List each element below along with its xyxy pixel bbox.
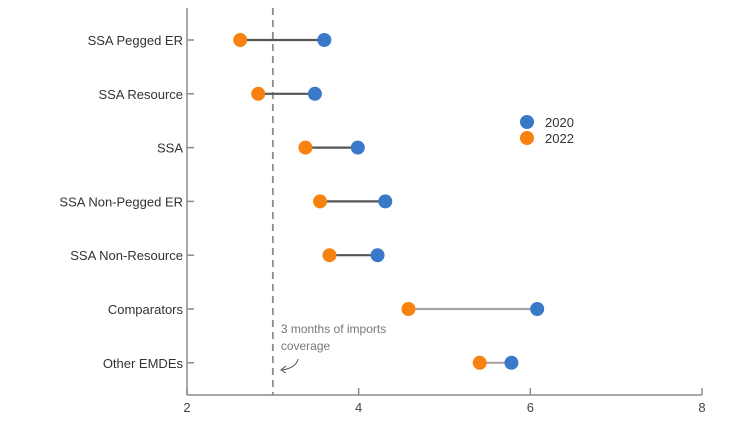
point-2022	[251, 86, 266, 101]
x-tick-label: 2	[183, 400, 190, 415]
legend-label: 2020	[545, 115, 574, 130]
y-tick-label: SSA Non-Pegged ER	[59, 194, 183, 209]
point-2020	[317, 33, 332, 47]
point-2022	[401, 302, 416, 316]
point-2020	[350, 140, 365, 155]
point-2022	[472, 355, 487, 370]
point-2020	[370, 248, 385, 263]
point-2022	[322, 248, 337, 263]
reference-line-label: coverage	[281, 339, 331, 353]
x-tick-label: 6	[527, 400, 534, 415]
point-2020	[378, 194, 393, 209]
y-tick-label: SSA Non-Resource	[70, 248, 183, 263]
y-tick-label: SSA	[157, 141, 183, 156]
point-2020	[504, 355, 519, 370]
legend-label: 2022	[545, 131, 574, 146]
y-tick-label: Other EMDEs	[103, 356, 184, 371]
x-tick-label: 8	[698, 400, 705, 415]
x-tick-label: 4	[355, 400, 362, 415]
point-2022	[313, 194, 328, 209]
annotation-arrowhead	[280, 365, 287, 374]
annotation-arrow	[281, 358, 299, 371]
point-2022	[233, 33, 248, 47]
reference-line-label: 3 months of imports	[281, 322, 386, 336]
point-2022	[298, 140, 313, 155]
point-2020	[307, 86, 322, 101]
y-tick-label: Comparators	[108, 302, 184, 317]
point-2020	[530, 302, 545, 316]
legend-marker-2022	[520, 131, 534, 145]
y-tick-label: SSA Pegged ER	[88, 33, 183, 48]
legend-marker-2020	[520, 115, 534, 129]
y-tick-label: SSA Resource	[98, 87, 183, 102]
